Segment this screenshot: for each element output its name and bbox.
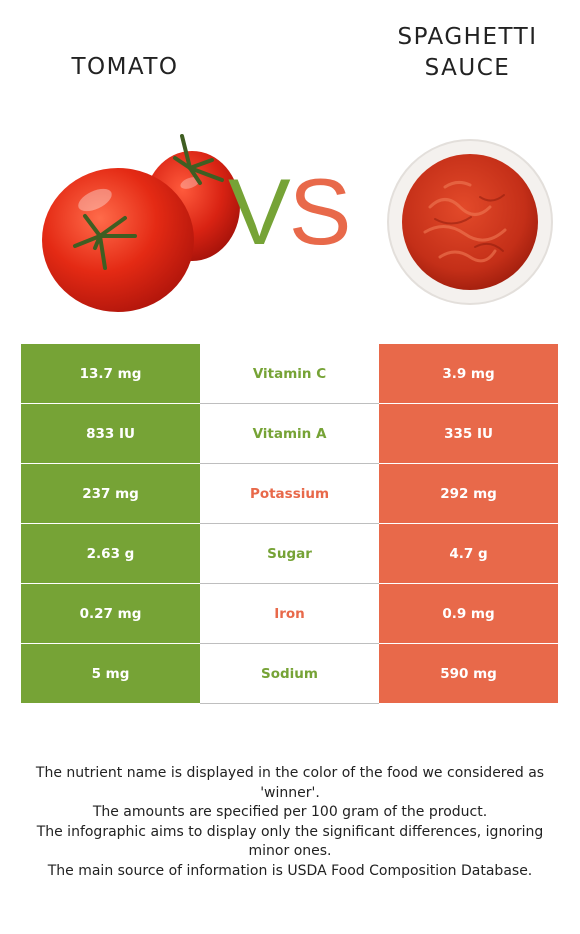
left-value: 13.7 mg (21, 344, 200, 404)
right-value: 4.7 g (379, 523, 558, 584)
right-value: 0.9 mg (379, 583, 558, 644)
table-row: 237 mg Potassium 292 mg (21, 463, 558, 524)
vs-v: V (228, 159, 291, 264)
table-row: 833 IU Vitamin A 335 IU (21, 403, 558, 464)
right-value: 335 IU (379, 403, 558, 464)
table-row: 5 mg Sodium 590 mg (21, 643, 558, 704)
nutrient-name: Sodium (200, 643, 379, 704)
right-food-title: SPAGHETTI SAUCE (397, 24, 538, 81)
table-row: 13.7 mg Vitamin C 3.9 mg (21, 344, 558, 404)
footer-line: The main source of information is USDA F… (47, 862, 533, 879)
left-value: 833 IU (21, 403, 200, 464)
table-row: 0.27 mg Iron 0.9 mg (21, 583, 558, 644)
vs-s: S (288, 159, 352, 264)
right-value: 590 mg (379, 643, 558, 704)
spaghetti-sauce-image (387, 139, 553, 305)
footer-line: The amounts are specified per 100 gram o… (92, 804, 488, 820)
comparison-table: 13.7 mg Vitamin C 3.9 mg 833 IU Vitamin … (21, 344, 558, 704)
nutrient-name: Vitamin C (200, 344, 379, 404)
footer-notes: The nutrient name is displayed in the co… (18, 764, 562, 881)
left-value: 0.27 mg (21, 583, 200, 644)
tomato-image (42, 134, 240, 312)
nutrient-name: Vitamin A (200, 403, 379, 464)
left-value: 2.63 g (21, 523, 200, 584)
left-food-title: TOMATO (71, 54, 179, 80)
nutrient-name: Iron (200, 583, 379, 644)
nutrient-name: Sugar (200, 523, 379, 584)
vs-label: VS (228, 159, 352, 264)
right-value: 3.9 mg (379, 344, 558, 404)
left-value: 5 mg (21, 643, 200, 704)
nutrient-name: Potassium (200, 463, 379, 524)
footer-line: The nutrient name is displayed in the co… (35, 765, 545, 801)
left-value: 237 mg (21, 463, 200, 524)
right-value: 292 mg (379, 463, 558, 524)
table-row: 2.63 g Sugar 4.7 g (21, 523, 558, 584)
footer-line: The infographic aims to display only the… (36, 823, 544, 860)
